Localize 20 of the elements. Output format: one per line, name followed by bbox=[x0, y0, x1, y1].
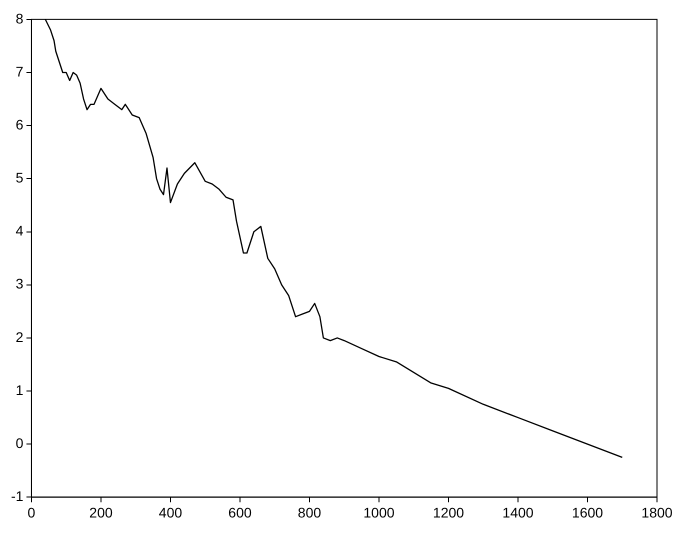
y-tick-label: 2 bbox=[16, 328, 24, 345]
y-tick-label: 6 bbox=[16, 116, 24, 132]
x-tick-label: 1800 bbox=[641, 504, 673, 520]
x-tick-label: 1400 bbox=[502, 504, 534, 520]
y-tick-label: 4 bbox=[16, 222, 24, 239]
x-tick-label: 1600 bbox=[572, 504, 604, 520]
x-tick-label: 0 bbox=[28, 504, 36, 520]
x-tick-label: 800 bbox=[298, 504, 322, 520]
x-tick-label: 600 bbox=[228, 504, 252, 520]
y-tick-label: 8 bbox=[16, 10, 24, 26]
y-tick-label: 7 bbox=[16, 63, 24, 80]
y-tick-label: 1 bbox=[16, 382, 24, 398]
y-tick-label: 5 bbox=[16, 170, 24, 186]
y-tick-label: 0 bbox=[16, 434, 24, 451]
x-tick-label: 400 bbox=[158, 504, 182, 520]
y-tick-label: -1 bbox=[10, 488, 24, 504]
x-tick-label: 1000 bbox=[363, 504, 395, 520]
x-tick-label: 1200 bbox=[432, 504, 464, 520]
x-tick-label: 200 bbox=[89, 504, 113, 520]
y-tick-label: 3 bbox=[16, 276, 24, 292]
